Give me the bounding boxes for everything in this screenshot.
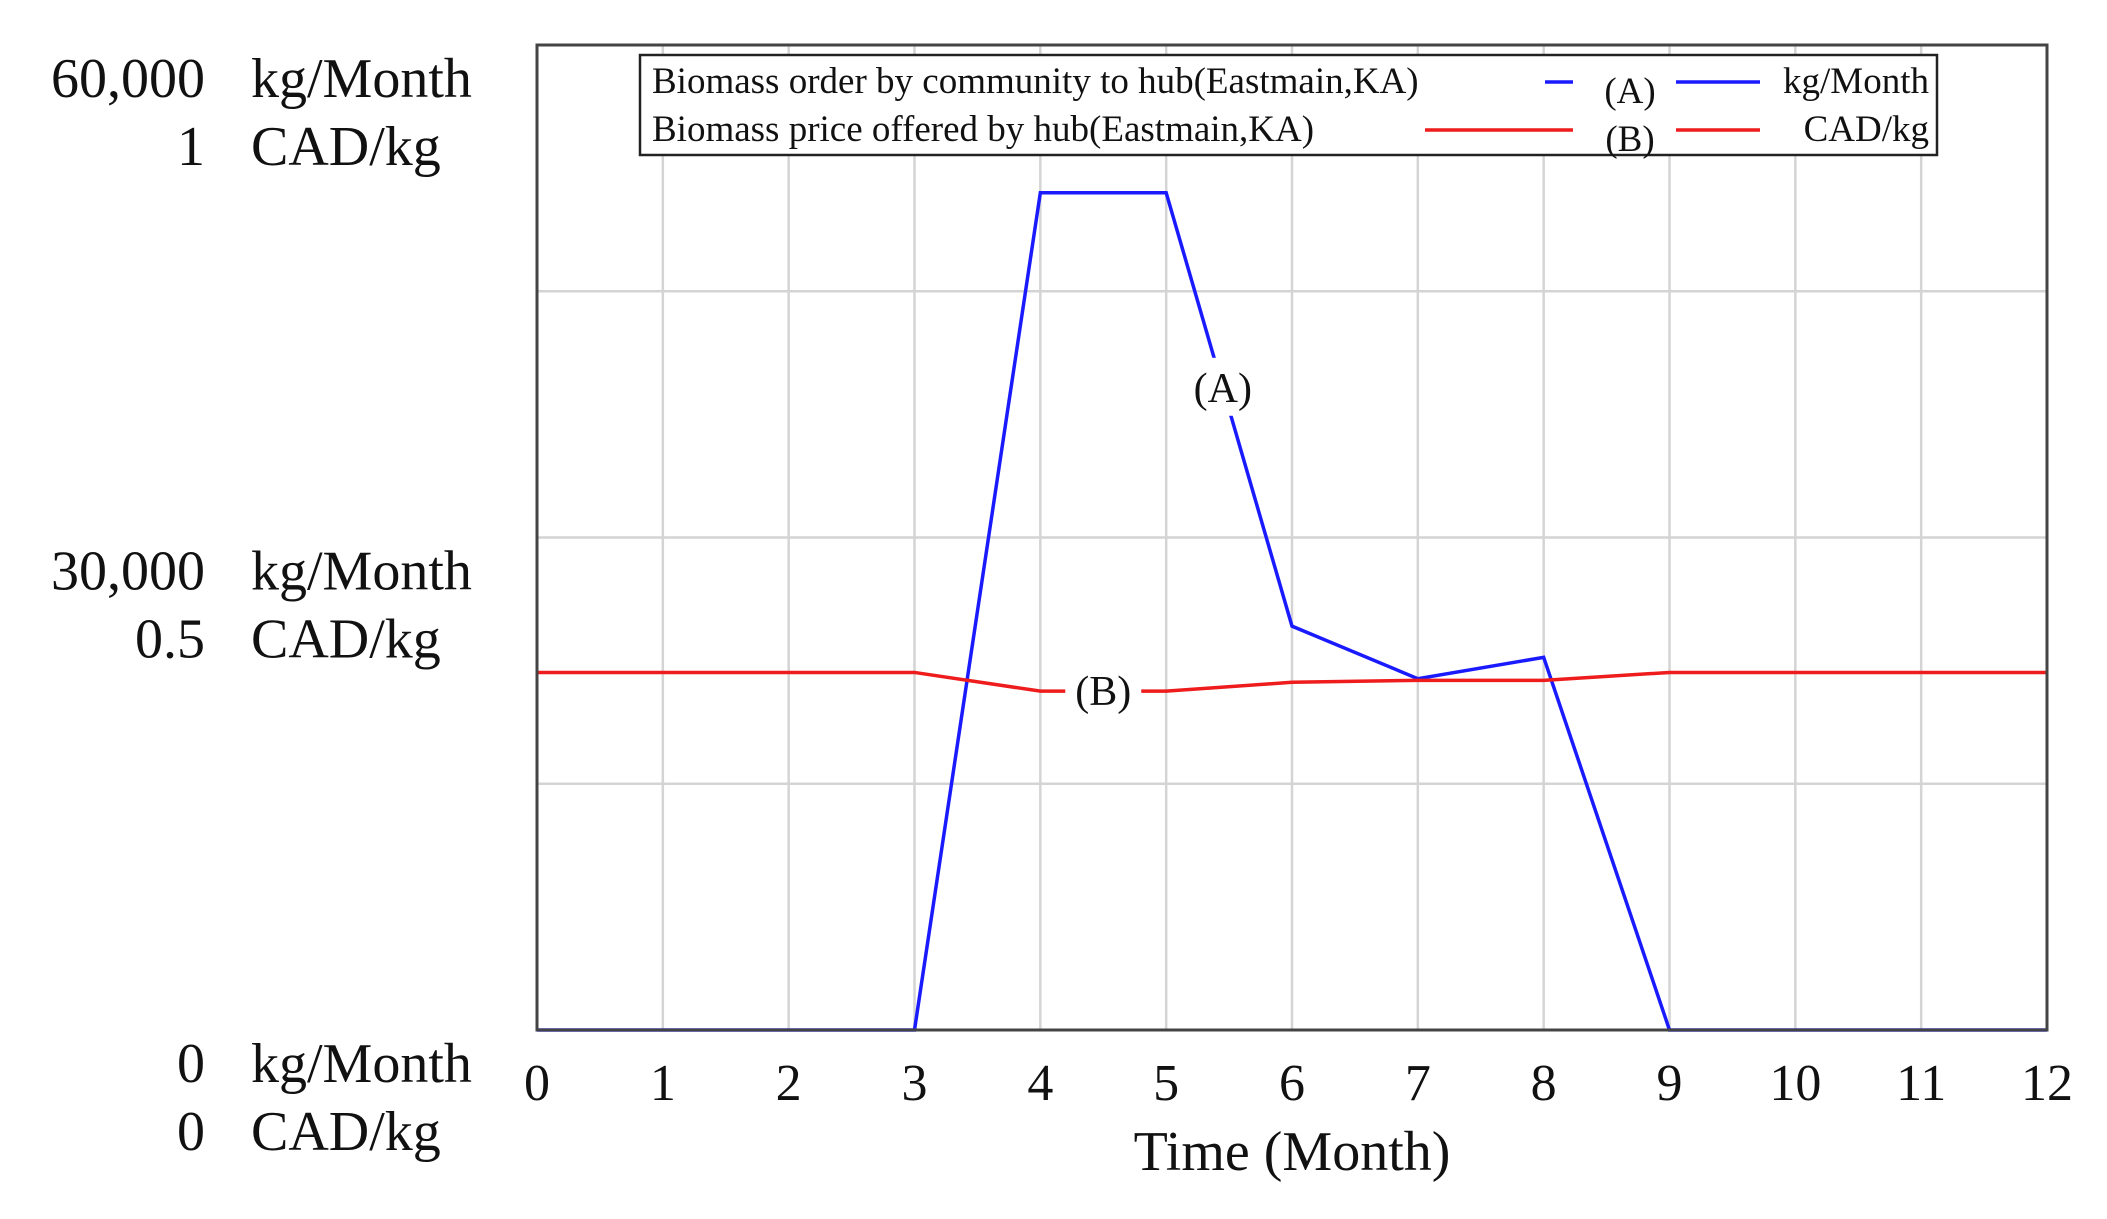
series-label-b: (B) [1075,669,1131,715]
y-tick-unit-cad: CAD/kg [251,116,441,178]
series-label-background [1065,661,1142,720]
y-tick-unit-cad: CAD/kg [251,1101,441,1163]
y-tick-value-kg: 0 [177,1033,205,1095]
x-tick-label: 1 [650,1055,676,1112]
series-labels: (A) (B) [1065,357,1261,720]
x-tick-label: 11 [1896,1055,1946,1112]
legend-series-unit: CAD/kg [1804,109,1929,150]
y-tick-value-cad: 1 [177,116,205,178]
y-tick-value-kg: 30,000 [51,541,205,603]
x-tick-label: 5 [1153,1055,1179,1112]
legend-box [638,53,1939,157]
x-tick-label: 9 [1657,1055,1683,1112]
x-axis-label: Time (Month) [1134,1121,1451,1183]
y-tick-unit-kg: kg/Month [251,48,472,110]
series-label-background [1184,357,1261,416]
legend-series-name: Biomass order by community to hub(Eastma… [652,61,1419,102]
x-tick-label: 7 [1405,1055,1431,1112]
x-tick-label: 3 [902,1055,928,1112]
x-tick-label: 4 [1027,1055,1053,1112]
y-tick-unit-kg: kg/Month [251,541,472,603]
x-axis-ticks: 0 1 2 3 4 5 6 7 8 9 10 11 12 [524,1055,2073,1112]
grid-lines [537,45,2047,1030]
y-axis-ticks: 60,000 kg/Month 1 CAD/kg 30,000 kg/Month 0.5 CA… [51,48,472,1163]
plot-area [535,43,2049,1032]
legend-series-marker: (A) [1604,71,1655,112]
legend-series-marker: (B) [1605,119,1654,160]
series-label-a: (A) [1194,366,1252,412]
x-tick-label: 6 [1279,1055,1305,1112]
x-tick-label: 2 [776,1055,802,1112]
x-tick-label: 0 [524,1055,550,1112]
y-tick-value-cad: 0.5 [135,609,205,671]
y-tick-unit-kg: kg/Month [251,1033,472,1095]
legend: Biomass order by community to hub(Eastma… [638,53,1939,160]
legend-series-unit: kg/Month [1783,61,1929,102]
y-tick-value-cad: 0 [177,1101,205,1163]
series-line-b [537,670,2047,693]
x-tick-label: 10 [1769,1055,1821,1112]
legend-series-name: Biomass price offered by hub(Eastmain,KA… [652,109,1314,150]
y-tick-unit-cad: CAD/kg [251,609,441,671]
y-tick-value-kg: 60,000 [51,48,205,110]
x-tick-label: 8 [1531,1055,1557,1112]
x-tick-label: 12 [2021,1055,2073,1112]
